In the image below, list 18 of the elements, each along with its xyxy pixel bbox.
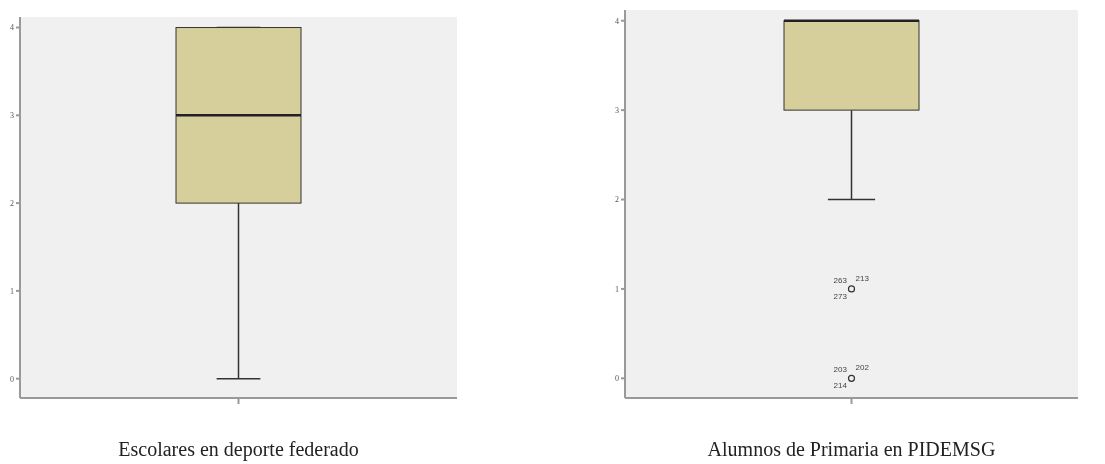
annotation: 202 — [855, 363, 870, 373]
y-tick-label: 3 — [10, 111, 14, 121]
y-tick-label: 0 — [10, 374, 14, 384]
annotation: 214 — [833, 381, 848, 391]
y-tick-label: 3 — [615, 105, 619, 115]
annotation: 273 — [833, 291, 848, 301]
y-tick-label: 1 — [10, 286, 14, 296]
y-tick-label: 4 — [615, 16, 619, 26]
y-tick-label: 4 — [10, 23, 14, 33]
x-axis-title: Escolares en deporte federado — [118, 438, 359, 461]
x-axis-title: Alumnos de Primaria en PIDEMSG — [707, 438, 996, 460]
y-tick-label: 0 — [615, 374, 619, 384]
y-tick-label: 2 — [10, 198, 14, 208]
annotation: 263 — [833, 275, 848, 285]
y-tick-label: 1 — [615, 284, 619, 294]
annotation: 203 — [833, 365, 848, 375]
annotation: 213 — [855, 273, 870, 283]
y-tick-label: 2 — [615, 195, 619, 205]
